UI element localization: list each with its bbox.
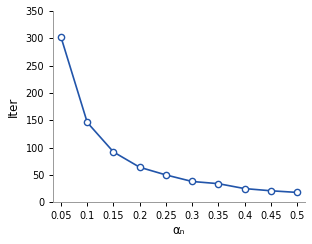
X-axis label: αₙ: αₙ <box>173 224 185 237</box>
Y-axis label: Iter: Iter <box>7 96 20 117</box>
